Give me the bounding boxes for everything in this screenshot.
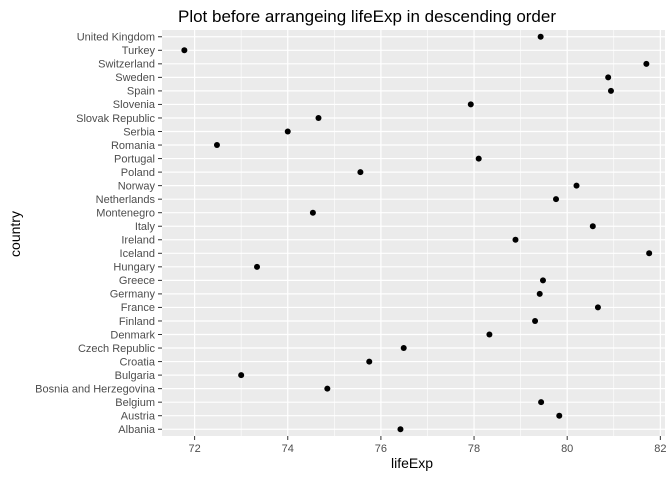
y-axis-title: country [7, 211, 23, 257]
data-point [467, 101, 474, 108]
chart-title: Plot before arrangeing lifeExp in descen… [178, 7, 556, 26]
data-point [605, 74, 612, 81]
data-point [607, 87, 614, 94]
data-point [646, 250, 653, 257]
y-tick-label: Ireland [121, 235, 155, 247]
data-point [538, 399, 545, 406]
data-point [213, 142, 220, 149]
minor-gridlines [240, 30, 615, 436]
x-tick-label: 82 [654, 443, 666, 455]
data-point [573, 182, 580, 189]
x-tick-label: 78 [468, 443, 480, 455]
y-tick-label: Bosnia and Herzegovina [35, 383, 156, 395]
data-point [589, 223, 596, 230]
x-tick-label: 76 [375, 443, 387, 455]
y-tick-label: Spain [127, 86, 155, 98]
data-point [254, 263, 261, 270]
y-tick-label: Greece [119, 275, 155, 287]
data-point [324, 385, 331, 392]
y-tick-label: Finland [119, 316, 155, 328]
x-tick-label: 80 [561, 443, 573, 455]
data-point [643, 60, 650, 67]
x-axis: 72 74 76 78 80 82 [188, 436, 666, 455]
data-point [238, 372, 245, 379]
data-point [486, 331, 493, 338]
y-tick-label: Italy [135, 221, 156, 233]
data-points [181, 33, 653, 433]
x-tick-label: 74 [282, 443, 294, 455]
data-point [400, 345, 407, 352]
y-tick-label: Austria [121, 411, 156, 423]
data-point [366, 358, 373, 365]
y-tick-label: Portugal [114, 153, 155, 165]
data-point [181, 47, 188, 54]
data-point [397, 426, 404, 433]
data-point [537, 33, 544, 40]
data-point [475, 155, 482, 162]
y-tick-label: Sweden [115, 72, 155, 84]
data-point [309, 209, 316, 216]
y-tick-label: Slovak Republic [76, 113, 155, 125]
y-tick-label: Hungary [113, 262, 155, 274]
y-tick-label: Czech Republic [78, 343, 156, 355]
x-axis-title: lifeExp [391, 455, 433, 471]
plot-panel [162, 30, 665, 436]
y-tick-label: Slovenia [113, 99, 156, 111]
y-tick-label: Switzerland [98, 59, 155, 71]
y-tick-label: Albania [118, 424, 156, 436]
y-tick-label: Germany [110, 289, 156, 301]
data-point [553, 196, 560, 203]
data-point [284, 128, 291, 135]
data-point [357, 169, 364, 176]
data-point [539, 277, 546, 284]
y-tick-label: Romania [111, 140, 156, 152]
data-point [532, 317, 539, 324]
y-tick-label: Iceland [120, 248, 155, 260]
y-tick-label: United Kingdom [77, 32, 155, 44]
y-tick-label: Belgium [115, 397, 155, 409]
data-point [556, 412, 563, 419]
y-tick-label: Croatia [120, 356, 156, 368]
y-tick-label: Turkey [122, 45, 156, 57]
data-point [315, 114, 322, 121]
x-tick-label: 72 [188, 443, 200, 455]
y-tick-label: France [121, 302, 155, 314]
y-tick-label: Bulgaria [115, 370, 156, 382]
y-tick-label: Poland [121, 167, 155, 179]
y-tick-label: Netherlands [96, 194, 156, 206]
y-tick-label: Norway [118, 180, 156, 192]
y-tick-label: Denmark [110, 329, 155, 341]
data-point [594, 304, 601, 311]
y-tick-label: Serbia [123, 126, 156, 138]
y-tick-label: Montenegro [96, 208, 155, 220]
data-point [512, 236, 519, 243]
data-point [536, 290, 543, 297]
major-gridlines [162, 30, 665, 436]
